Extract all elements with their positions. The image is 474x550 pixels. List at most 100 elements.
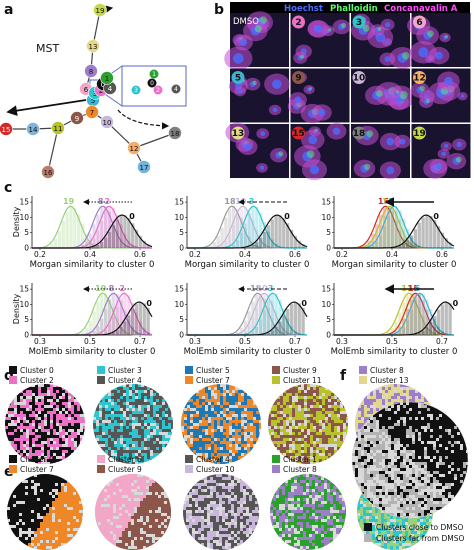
panel-label-c: c <box>4 180 12 196</box>
x-tick-label: 0.6 <box>134 250 146 259</box>
histogram-bar <box>382 215 387 248</box>
histogram-bar <box>413 297 418 335</box>
histogram-bar <box>413 242 418 248</box>
legend-swatch <box>185 465 193 473</box>
histogram-bar <box>278 330 282 335</box>
histogram-bar <box>282 315 286 335</box>
legend-swatch <box>272 465 280 473</box>
micro-tile: 19 <box>411 124 471 179</box>
histogram-bar <box>409 235 414 248</box>
histogram-bar <box>208 245 213 248</box>
histogram-bar <box>398 331 402 335</box>
x-axis-label: Morgan similarity to cluster 0 <box>30 260 155 270</box>
histogram-bar <box>444 302 448 335</box>
histogram-bar <box>382 207 387 248</box>
histogram-bar <box>425 324 429 335</box>
histogram-bar <box>433 220 437 248</box>
y-tick-label: 0 <box>326 331 331 340</box>
histogram-bar <box>243 227 247 248</box>
histogram-bar <box>444 238 448 248</box>
series-label: 0 <box>453 299 459 308</box>
series-label: 15 <box>378 197 390 206</box>
histogram-bar <box>80 224 85 248</box>
histogram-bar <box>394 206 398 248</box>
histogram-bar <box>417 222 421 248</box>
mst-node: 17 <box>137 160 151 174</box>
histogram-bar <box>111 307 116 335</box>
mst-node: 12 <box>127 141 141 155</box>
histogram-bar <box>274 325 278 335</box>
histogram-bar <box>429 322 433 335</box>
histogram-bar <box>433 316 437 335</box>
histogram-bar <box>436 226 441 248</box>
legend-swatch <box>9 366 17 374</box>
histogram-bar <box>138 302 143 335</box>
arrow-solid <box>6 99 87 116</box>
mst-title: MST <box>36 42 59 55</box>
histogram-bar <box>127 240 131 248</box>
histogram-bar <box>278 321 282 335</box>
tile-label: 18 <box>353 129 366 139</box>
histogram-bar <box>123 233 127 248</box>
mst-node: 19 <box>93 3 107 17</box>
density-curve <box>187 301 308 336</box>
mst-node-label: 7 <box>90 109 94 117</box>
legend-swatch <box>272 376 280 384</box>
histogram-bar <box>46 246 50 248</box>
histogram-bar <box>289 326 294 335</box>
histogram-bar <box>262 222 267 248</box>
histogram-bar <box>421 217 425 248</box>
histogram-bar <box>406 309 410 335</box>
histogram-bar <box>394 210 398 248</box>
mst-node-label: 10 <box>103 119 112 127</box>
histogram-bar <box>243 223 247 248</box>
mst-node: 10 <box>100 115 114 129</box>
histogram-bar <box>220 245 224 248</box>
histogram-bar <box>375 234 379 248</box>
histogram-bar <box>402 238 406 248</box>
legend-swatch <box>185 366 193 374</box>
histogram-bar <box>84 233 89 248</box>
micro-tile: 12 <box>410 68 471 123</box>
y-tick-label: 10 <box>174 300 184 309</box>
x-axis-label: Morgan similarity to cluster 0 <box>332 260 457 270</box>
mst-node: 15 <box>0 122 13 136</box>
mst-node: 1 <box>100 71 114 85</box>
histogram-bar <box>119 300 123 335</box>
cluster-map <box>181 384 261 464</box>
histogram-bar <box>92 246 96 248</box>
histogram-bar <box>243 206 247 248</box>
histogram-bar <box>255 242 259 248</box>
series-label: 0 <box>301 299 307 308</box>
x-axis-label: MolEmb similarity to cluster 0 <box>29 347 156 357</box>
histogram-bar <box>440 232 445 248</box>
histogram-bar <box>421 300 425 335</box>
arrow-dashed <box>117 109 170 130</box>
histogram-bar <box>274 326 278 335</box>
histogram-bar <box>375 224 379 248</box>
histogram-bar <box>278 215 282 248</box>
histogram-bar <box>119 326 123 335</box>
mst-node-label: 14 <box>29 126 38 134</box>
histogram-bar <box>402 229 406 248</box>
density-curve <box>187 214 308 249</box>
legend-label: Cluster 3 <box>108 366 142 375</box>
y-tick-label: 5 <box>24 315 29 324</box>
y-tick-label: 5 <box>24 228 29 237</box>
y-tick-label: 0 <box>326 244 331 253</box>
histogram-bar <box>440 331 445 335</box>
mst-inset-label: 3 <box>134 87 138 94</box>
histogram-bar <box>115 294 119 335</box>
histogram-bar <box>259 319 263 335</box>
histogram-bar <box>134 229 139 248</box>
histogram-bar <box>115 330 119 335</box>
micro-tile: 18 <box>351 124 411 180</box>
histogram-bar <box>65 211 69 248</box>
micro-tile: 2 <box>290 13 351 67</box>
series-label: 3 <box>268 284 274 293</box>
histogram-bar <box>131 327 135 335</box>
y-tick-label: 15 <box>19 198 29 207</box>
